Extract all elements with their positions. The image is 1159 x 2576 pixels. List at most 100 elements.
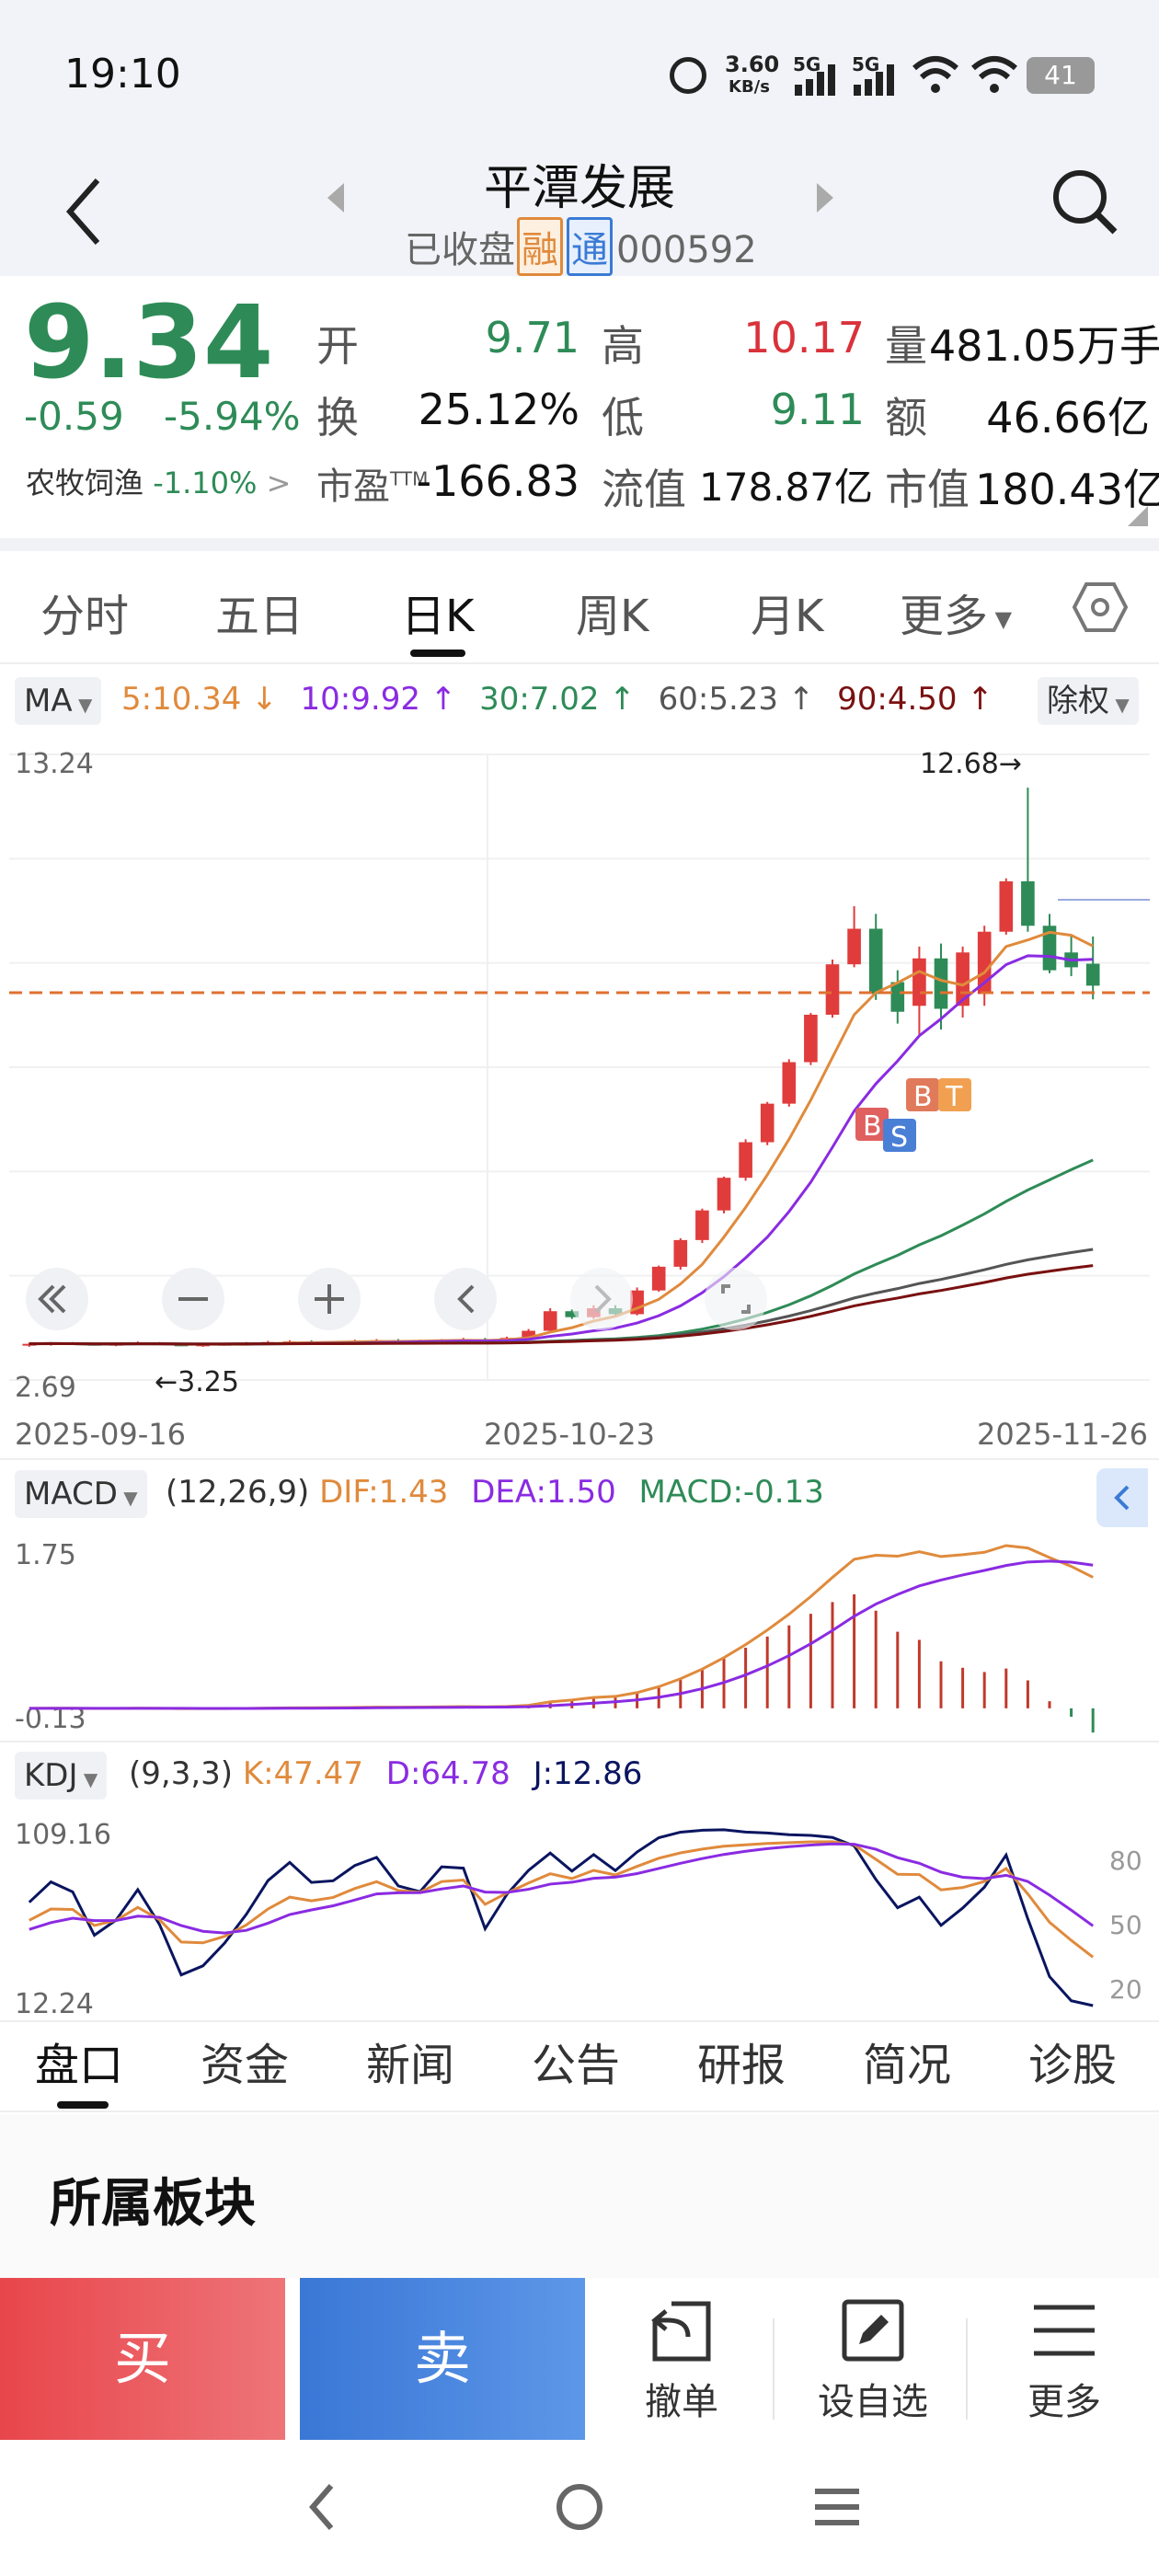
search-icon[interactable] [1049,166,1122,239]
tab-daily-k[interactable]: 日K [401,591,475,642]
tab-monthly-k[interactable]: 月K [751,591,824,642]
section-title: 所属板块 [50,2174,256,2234]
chevron-left-icon [1114,1485,1130,1511]
kdj-params: (9,3,3) [129,1755,234,1792]
add-watchlist-button[interactable]: 设自选 [795,2296,951,2425]
nav-back-icon[interactable] [294,2475,350,2539]
price-change: -0.59 [24,394,124,439]
macd-chart[interactable]: 1.75 -0.13 [0,1527,1159,1739]
tab-weekly-k[interactable]: 周K [576,591,649,642]
dif-line [29,1544,1094,1710]
battery-icon: 41 [1027,57,1095,94]
quote-panel: 9.34 -0.59 -5.94% 农牧饲渔 -1.10% > 开 9.71 高… [0,276,1159,538]
next-stock-icon[interactable] [811,179,839,216]
candle [999,878,1014,935]
tab-intraday[interactable]: 分时 [40,591,130,642]
candle [782,1059,797,1107]
cancel-order-button[interactable]: 撤单 [603,2296,760,2425]
tab-news[interactable]: 新闻 [366,2040,455,2091]
scroll-start-button[interactable] [26,1268,88,1330]
nav-home-icon[interactable] [552,2475,607,2539]
macd-dea: DEA:1.50 [471,1474,616,1511]
divider-kdj [0,1741,1159,1742]
sell-button[interactable]: 卖 [300,2278,585,2440]
ma-lines [29,930,1094,1346]
prev-stock-icon[interactable] [322,179,350,216]
d-line [29,1842,1095,1935]
cancel-order-label: 撤单 [645,2381,718,2423]
back-icon[interactable] [61,175,107,248]
tab-five-day[interactable]: 五日 [215,591,304,642]
status-time: 19:10 [64,51,181,98]
fullscreen-icon [721,1284,751,1314]
scroll-left-button[interactable] [434,1268,497,1330]
sector-link[interactable]: 农牧饲渔 -1.10% > [26,466,292,500]
kdj-chart[interactable]: 109.16 12.24 80 50 20 [0,1809,1159,2020]
divider-macd [0,1458,1159,1460]
kdj-j: J:12.86 [533,1755,643,1792]
battery-level: 41 [1044,60,1077,90]
trade-markers: B S B T [855,1078,971,1154]
macd-selector-label: MACD [24,1476,118,1512]
signal-icon [795,64,835,96]
signal-5g-label-2: 5G [852,53,880,75]
open-label: 开 [316,321,359,371]
tab-diagnosis[interactable]: 诊股 [1028,2040,1118,2091]
ma5-value: 5:10.34 ↓ [121,681,278,718]
fullscreen-button[interactable] [705,1268,767,1330]
system-nav-bar [0,2440,1159,2576]
buy-button[interactable]: 买 [0,2278,285,2440]
tab-order-book[interactable]: 盘口 [35,2040,124,2091]
settings-hex-icon[interactable] [1073,580,1128,635]
ma-selector-label: MA [24,683,73,719]
market-cap-label: 市值 [885,465,970,514]
status-bar: 19:10 3.60 KB/s 5G 5G 41 [0,0,1159,147]
k-line [29,1840,1095,1959]
ma-selector[interactable]: MA ▼ [15,677,102,725]
candle [847,906,861,968]
adjust-selector[interactable]: 除权 ▼ [1038,677,1139,725]
ma10-value: 10:9.92 ↑ [300,681,457,718]
open-value: 9.71 [485,313,580,362]
kdj-level-50: 50 [1109,1910,1142,1940]
candle [1021,788,1035,932]
ma30-value: 30:7.02 ↑ [479,681,636,718]
candle [739,1139,752,1181]
candle [1085,936,1100,1000]
macd-selector[interactable]: MACD ▼ [15,1470,147,1518]
candle [890,970,905,1024]
date-mid: 2025-10-23 [484,1417,655,1452]
last-price: 9.34 [24,283,274,401]
tab-announcement[interactable]: 公告 [532,2040,621,2091]
price-change-pct: -5.94% [164,394,301,439]
kdj-legend: (9,3,3) K:47.47 D:64.78 J:12.86 [129,1755,642,1792]
candle [695,1208,709,1244]
scroll-right-button[interactable] [570,1268,633,1330]
tab-more[interactable]: 更多 ▼ [900,591,1013,642]
tab-profile[interactable]: 简况 [863,2040,952,2091]
menu-icon [1034,2305,1095,2356]
sell-marker [883,1119,916,1152]
candle [543,1308,557,1332]
kdj-selector[interactable]: KDJ ▼ [15,1752,108,1800]
candle [868,914,883,1000]
collapse-panel-button[interactable] [1096,1468,1148,1527]
volume-value: 481.05万手 [929,321,1159,371]
sector-pct: -1.10% [153,466,258,500]
tab-research[interactable]: 研报 [697,2040,786,2091]
nav-menu-icon[interactable] [809,2475,865,2539]
expand-corner-icon[interactable] [1128,506,1148,526]
volume-label: 量 [885,321,927,371]
ma90-value: 90:4.50 ↑ [837,681,993,718]
k-ymax-label: 13.24 [15,748,94,780]
tab-fund-flow[interactable]: 资金 [201,2040,290,2091]
t-marker-label: T [945,1081,963,1113]
adjust-label: 除权 [1047,683,1109,719]
tabs-divider [0,662,1159,664]
pe-label-text: 市盈 [316,466,390,508]
low-value: 9.11 [770,385,865,434]
chevron-right-icon [594,1284,612,1314]
more-actions-label: 更多 [1027,2381,1101,2423]
more-actions-button[interactable]: 更多 [986,2296,1142,2425]
k-line-chart[interactable]: 13.24 2.69 12.68→ ←3.25 B S B T [0,736,1159,1398]
